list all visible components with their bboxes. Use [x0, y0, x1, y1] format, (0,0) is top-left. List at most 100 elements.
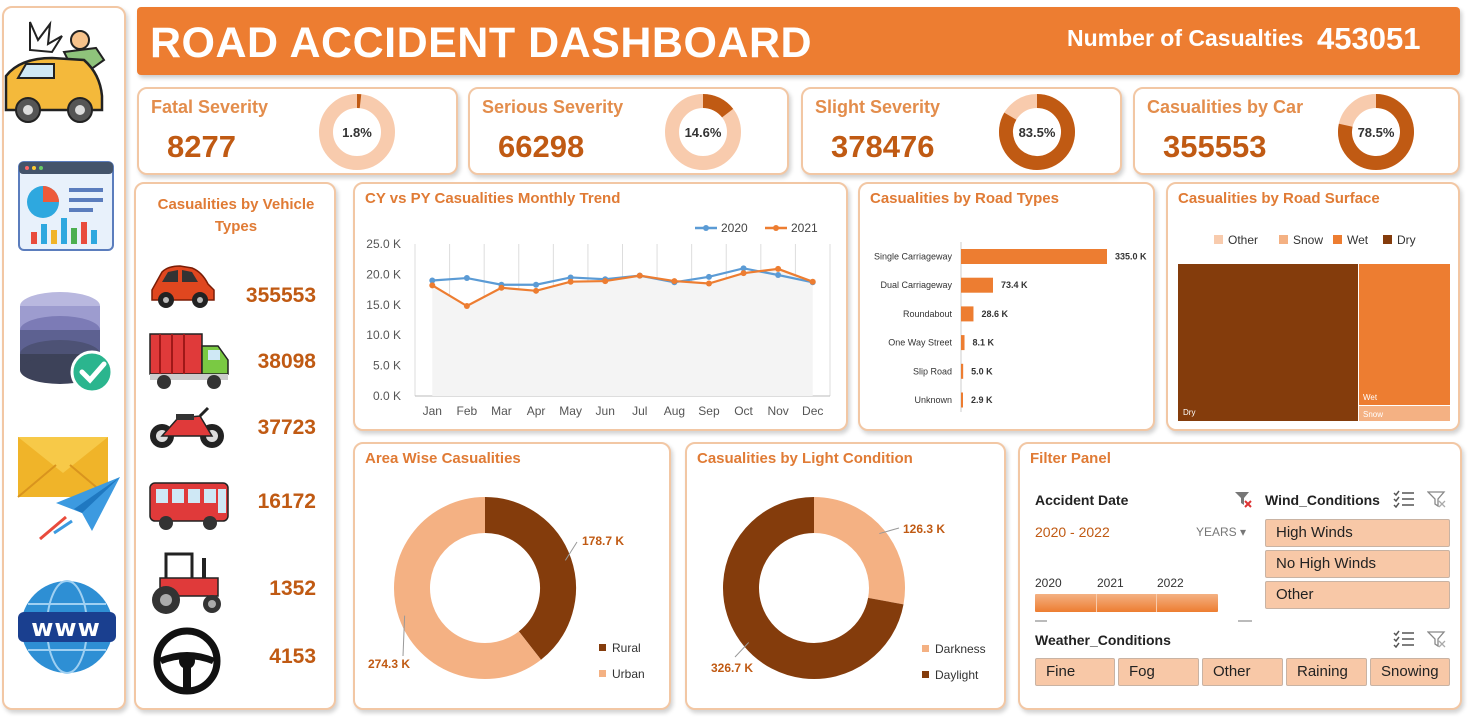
x-tick-label: Aug — [664, 404, 685, 418]
kpi-card-serious[interactable]: Serious Severity 66298 14.6% — [468, 87, 789, 175]
chart-title: Area Wise Casualities — [365, 450, 521, 467]
legend-swatch — [922, 671, 929, 678]
monthly-trend-chart[interactable]: 0.0 K 5.0 K 10.0 K 15.0 K 20.0 K 25.0 K Jan Feb… — [355, 184, 846, 429]
data-point — [533, 287, 540, 294]
kpi-value: 378476 — [831, 129, 935, 164]
www-globe-icon[interactable] — [16, 578, 118, 676]
send-email-icon[interactable] — [16, 433, 124, 545]
leader-line — [734, 642, 750, 658]
data-point — [740, 265, 747, 272]
analytics-dashboard-icon[interactable] — [17, 160, 115, 252]
database-check-icon[interactable] — [16, 288, 116, 396]
data-point — [671, 278, 678, 285]
bar-category-label: Slip Road — [913, 366, 952, 376]
legend-swatch — [1279, 235, 1288, 244]
timeline-selection-bar[interactable] — [1035, 594, 1218, 612]
kpi-donut: 14.6% — [665, 94, 741, 170]
clear-filter-icon[interactable] — [1427, 490, 1447, 508]
data-point — [429, 282, 436, 289]
vehicle-value-bus: 16172 — [257, 490, 316, 513]
bar — [961, 392, 963, 408]
data-point — [705, 273, 712, 280]
donut-pct-label: 1.8% — [342, 125, 372, 140]
x-tick-label: Nov — [767, 404, 788, 418]
date-unit-select[interactable]: YEARS ▾ — [1196, 525, 1246, 539]
vehicle-value-truck: 38098 — [257, 350, 316, 373]
x-tick-label: May — [559, 404, 582, 418]
chart-title: Casualities by Road Surface — [1178, 190, 1380, 207]
area-donut-chart[interactable]: 178.7 K 274.3 K Rural Urban — [355, 444, 669, 708]
multi-select-icon[interactable] — [1393, 630, 1415, 648]
area-panel: Area Wise Casualities 178.7 K 274.3 K Rura… — [353, 442, 671, 710]
timeline-scrollbar-right[interactable] — [1238, 620, 1252, 622]
weather-option[interactable]: Fog — [1118, 658, 1199, 686]
kpi-donut: 78.5% — [1338, 94, 1414, 170]
clear-filter-icon[interactable] — [1427, 630, 1447, 648]
clear-filter-icon[interactable] — [1234, 490, 1252, 508]
timeline-scrollbar-left[interactable] — [1035, 620, 1047, 622]
slice-value-label: 126.3 K — [903, 522, 945, 536]
weather-option[interactable]: Snowing — [1370, 658, 1450, 686]
legend-swatch — [599, 670, 606, 677]
data-point — [775, 265, 782, 272]
x-tick-label: Feb — [457, 404, 478, 418]
legend-label: 2021 — [791, 221, 818, 235]
chart-title: Casualities by Road Types — [870, 190, 1059, 207]
wind-option[interactable]: No High Winds — [1265, 550, 1450, 578]
data-point — [498, 284, 505, 291]
road-types-chart[interactable]: Single Carriageway 335.0 K Dual Carriagewa… — [860, 184, 1153, 429]
treemap-label: Wet — [1363, 393, 1378, 402]
multi-select-icon[interactable] — [1393, 490, 1415, 508]
light-donut-chart[interactable]: 126.3 K 326.7 K Darkness Daylight — [687, 444, 1004, 708]
legend-label: Daylight — [935, 668, 979, 682]
road-types-panel: Casualities by Road Types Single Carriag… — [858, 182, 1155, 431]
total-casualties-value: 453051 — [1317, 21, 1421, 56]
road-surface-chart[interactable]: Other Snow Wet Dry Dry Wet Snow — [1168, 184, 1458, 429]
kpi-card-fatal[interactable]: Fatal Severity 8277 1.8% — [137, 87, 458, 175]
vehicle-types-title: Casualities by Vehicle Types — [157, 196, 315, 235]
date-range: 2020 - 2022 — [1035, 524, 1110, 540]
vehicle-types-panel: Casualities by Vehicle Types 355553 3809… — [134, 182, 336, 710]
weather-option[interactable]: Raining — [1286, 658, 1367, 686]
slice-value-label: 178.7 K — [582, 534, 624, 548]
accident-date-label: Accident Date — [1035, 492, 1129, 508]
area-fill — [432, 268, 813, 396]
kpi-donut: 1.8% — [319, 94, 395, 170]
y-tick-label: 15.0 K — [366, 298, 401, 312]
title-bar: ROAD ACCIDENT DASHBOARD Number of Casual… — [137, 7, 1460, 75]
legend-swatch — [1333, 235, 1342, 244]
kpi-card-slight[interactable]: Slight Severity 378476 83.5% — [801, 87, 1122, 175]
data-point — [463, 275, 470, 282]
legend-swatch — [922, 645, 929, 652]
donut-slice-rural — [484, 497, 576, 660]
treemap-tile-snow — [1359, 406, 1450, 421]
bar — [961, 249, 1107, 264]
weather-option[interactable]: Fine — [1035, 658, 1115, 686]
steering-wheel-icon — [153, 627, 221, 695]
wind-conditions-label: Wind_Conditions — [1265, 492, 1380, 508]
tractor-icon — [152, 552, 221, 614]
slice-value-label: 274.3 K — [368, 657, 410, 671]
bar-value-label: 28.6 K — [981, 309, 1008, 319]
kpi-card-car[interactable]: Casualities by Car 355553 78.5% — [1133, 87, 1460, 175]
accident-icon[interactable] — [0, 12, 120, 132]
www-label: www — [31, 614, 101, 642]
legend-label: Rural — [612, 641, 641, 655]
donut-fill — [1338, 94, 1414, 170]
chevron-down-icon: ▾ — [1240, 525, 1247, 539]
x-tick-label: Jan — [423, 404, 442, 418]
vehicle-value-tractor: 1352 — [269, 577, 316, 600]
kpi-title: Slight Severity — [815, 97, 941, 117]
bar-category-label: One Way Street — [888, 338, 952, 348]
bar-value-label: 2.9 K — [971, 395, 993, 405]
page-title: ROAD ACCIDENT DASHBOARD — [150, 19, 813, 67]
wind-option[interactable]: High Winds — [1265, 519, 1450, 547]
bar — [961, 335, 965, 351]
kpi-title: Fatal Severity — [151, 97, 269, 117]
wind-option[interactable]: Other — [1265, 581, 1450, 609]
date-unit-label: YEARS — [1196, 525, 1237, 539]
weather-option[interactable]: Other — [1202, 658, 1283, 686]
kpi-value: 355553 — [1163, 129, 1267, 164]
legend-label: Darkness — [935, 642, 986, 656]
x-tick-label: Jun — [596, 404, 615, 418]
